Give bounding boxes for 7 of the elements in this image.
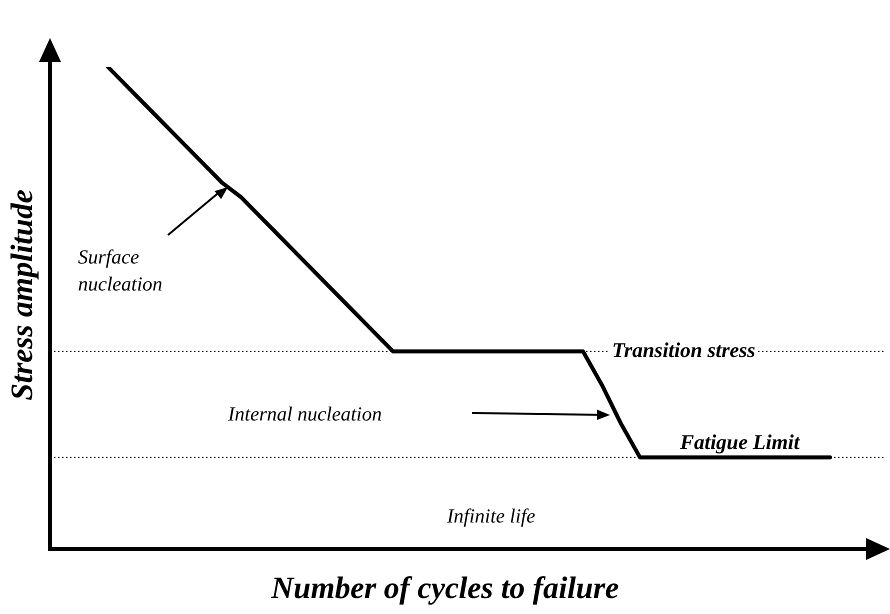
annotation: Internal nucleation <box>227 403 382 426</box>
annotation: Infinite life <box>446 505 536 528</box>
y-axis-title: Stress amplitude <box>4 189 40 401</box>
annotation: Surface nucleation <box>78 246 162 296</box>
ref-line-label: Fatigue Limit <box>679 430 801 454</box>
ref-line-label: Transition stress <box>612 338 756 362</box>
x-axis-title: Number of cycles to failure <box>270 570 620 606</box>
